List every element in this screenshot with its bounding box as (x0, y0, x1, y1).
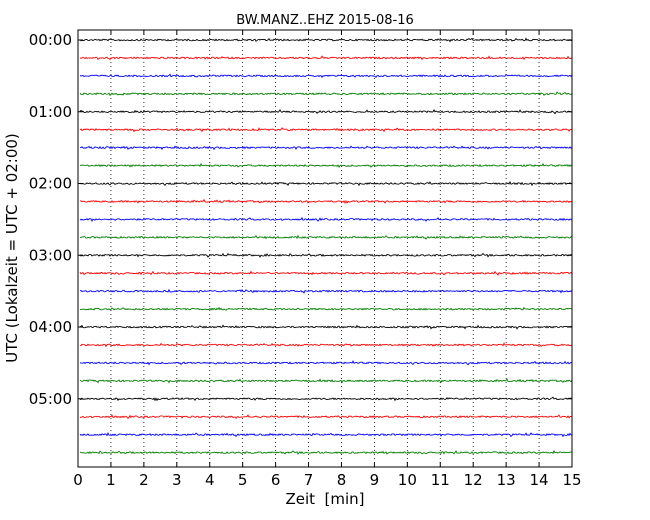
y-tick-label: 04:00 (29, 318, 72, 336)
seismic-trace (79, 162, 573, 169)
seismic-trace (79, 378, 573, 384)
y-tick-label: 05:00 (29, 390, 72, 408)
seismic-trace (79, 306, 573, 311)
x-tick-label: 1 (106, 471, 116, 489)
seismic-trace (79, 234, 573, 240)
trace-layer (79, 37, 573, 455)
seismic-trace (79, 396, 573, 402)
x-axis-label: Zeit [min] (285, 490, 364, 508)
y-tick-label: 02:00 (29, 175, 72, 193)
x-tick-label: 2 (139, 471, 149, 489)
x-tick-label: 12 (464, 471, 483, 489)
x-tick-label: 5 (238, 471, 248, 489)
seismic-trace (79, 37, 573, 43)
seismic-trace (79, 252, 573, 258)
seismic-trace (79, 109, 573, 115)
seismic-trace (79, 342, 573, 348)
x-tick-label: 4 (205, 471, 215, 489)
seismic-trace (79, 360, 573, 366)
x-tick-label: 11 (431, 471, 450, 489)
grid-lines (110, 30, 540, 467)
plot-area-frame (77, 29, 573, 468)
x-tick-label: 13 (497, 471, 516, 489)
seismic-trace (79, 431, 573, 438)
x-tick-label: 9 (370, 471, 380, 489)
y-axis-label: UTC (Lokalzeit = UTC + 02:00) (3, 133, 21, 363)
y-tick-label: 01:00 (29, 103, 72, 121)
seismic-trace (79, 145, 573, 151)
x-tick-label: 10 (398, 471, 417, 489)
seismic-trace (79, 414, 573, 420)
x-tick-label: 6 (271, 471, 281, 489)
y-axis: 00:00 01:00 02:00 03:00 04:00 05:00 (29, 31, 572, 408)
x-tick-label: 3 (172, 471, 182, 489)
seismic-trace (79, 73, 573, 79)
seismic-trace (79, 288, 573, 294)
y-tick-label: 00:00 (29, 31, 72, 49)
y-tick-label: 03:00 (29, 246, 72, 264)
seismic-trace (79, 216, 573, 222)
x-axis: 0 1 2 3 4 5 6 7 8 9 10 11 12 13 14 15 (73, 30, 582, 489)
seismic-trace (79, 270, 573, 276)
seismic-trace (79, 127, 573, 133)
x-tick-label: 15 (562, 471, 581, 489)
seismic-trace (79, 55, 573, 61)
x-tick-label: 0 (73, 471, 83, 489)
seismic-trace (79, 198, 573, 204)
seismic-trace (79, 449, 573, 455)
x-tick-label: 14 (530, 471, 549, 489)
chart-title: BW.MANZ..EHZ 2015-08-16 (236, 13, 414, 28)
seismic-trace (79, 324, 573, 330)
seismic-trace (79, 180, 573, 187)
x-tick-label: 7 (304, 471, 314, 489)
seismic-trace (79, 91, 573, 97)
x-tick-label: 8 (337, 471, 347, 489)
